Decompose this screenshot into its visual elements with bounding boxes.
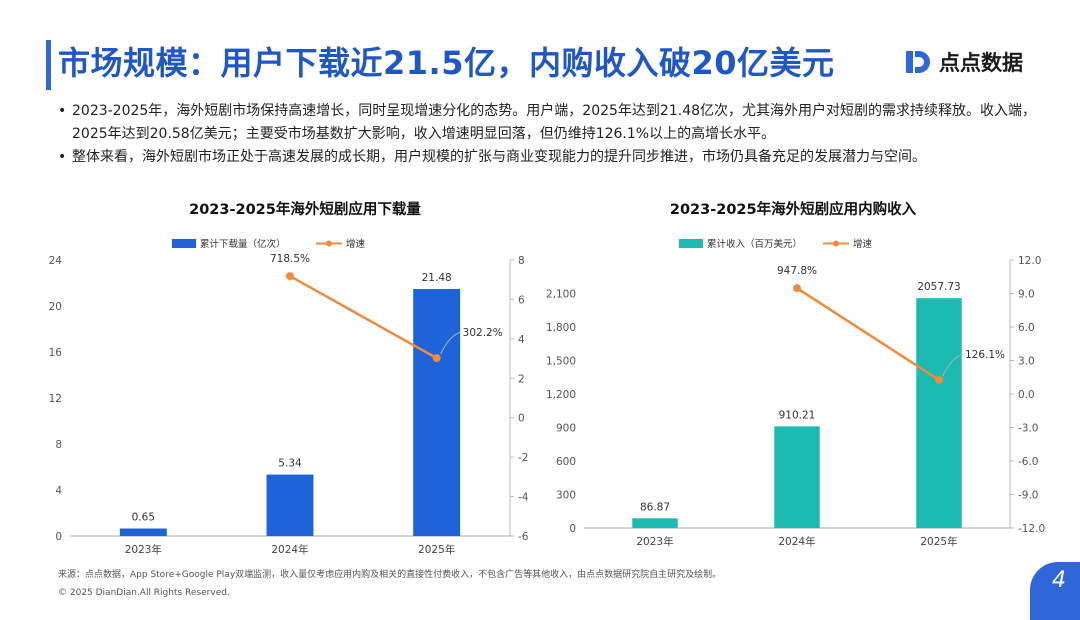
y2-tick-label: -2 xyxy=(518,452,528,464)
y2-tick-label: -3.0 xyxy=(1018,423,1039,435)
chart-title-revenue: 2023-2025年海外短剧应用内购收入 xyxy=(669,202,917,218)
source-note: 来源：点点数据，App Store+Google Play双端监测，收入量仅考虑… xyxy=(58,570,722,580)
y-tick-label: 20 xyxy=(49,301,62,313)
y2-tick-label: -9.0 xyxy=(1018,490,1039,502)
y-tick-label: 12 xyxy=(49,393,62,405)
x-tick-label: 2023年 xyxy=(636,535,673,548)
y-tick-label: 8 xyxy=(55,439,62,451)
y-tick-label: 24 xyxy=(49,255,63,267)
bar xyxy=(266,474,314,536)
copyright: © 2025 DianDian.All Rights Reserved. xyxy=(58,588,230,598)
bar-value-label: 0.65 xyxy=(132,512,155,524)
y2-tick-label: 0.0 xyxy=(1018,389,1035,401)
bar xyxy=(413,288,461,536)
growth-value-label: 947.8% xyxy=(777,265,817,277)
y2-tick-label: -6 xyxy=(518,531,529,543)
y-tick-label: 0 xyxy=(55,531,62,543)
x-tick-label: 2025年 xyxy=(920,535,957,548)
y2-tick-label: -6.0 xyxy=(1018,456,1039,468)
diandian-logo-icon xyxy=(904,47,934,77)
growth-line xyxy=(289,274,438,360)
y2-tick-label: -4 xyxy=(518,492,529,504)
bullet-item: 整体来看，海外短剧市场正处于高速发展的成长期，用户规模的扩张与商业变现能力的提升… xyxy=(58,146,1048,169)
y2-tick-label: 12.0 xyxy=(1018,255,1041,267)
x-tick-label: 2024年 xyxy=(271,543,308,556)
bar xyxy=(632,518,678,528)
bar xyxy=(916,298,962,528)
y2-tick-label: -12.0 xyxy=(1018,523,1045,535)
y-tick-label: 600 xyxy=(556,456,576,468)
growth-point xyxy=(793,284,801,293)
legend-swatch-bar xyxy=(172,239,196,248)
growth-label-leader xyxy=(440,331,461,355)
y2-tick-label: 3.0 xyxy=(1018,356,1035,368)
growth-point xyxy=(935,375,943,384)
x-tick-label: 2023年 xyxy=(125,543,162,556)
legend-label-line: 增速 xyxy=(346,238,366,250)
y2-tick-label: 9.0 xyxy=(1018,289,1035,301)
y-tick-label: 300 xyxy=(556,490,576,502)
bar-value-label: 910.21 xyxy=(779,409,816,421)
bar-value-label: 2057.73 xyxy=(917,281,960,293)
growth-value-label: 718.5% xyxy=(270,253,310,265)
revenue-chart: 累计收入（百万美元） 增速 0 300 600 900 1,200 1,500 1,800 2,1… xyxy=(546,238,1045,548)
growth-value-label: 302.2% xyxy=(463,327,503,339)
bar-value-label: 21.48 xyxy=(422,272,452,284)
y-tick-label: 16 xyxy=(49,347,63,359)
downloads-chart: 累计下载量（亿次） 增速04812162024-6-4-2024680.65202… xyxy=(49,238,529,556)
y-tick-label: 0 xyxy=(569,523,576,535)
title-accent-bar xyxy=(46,40,51,90)
logo-text: 点点数据 xyxy=(939,51,1023,75)
bar-value-label: 86.87 xyxy=(640,501,670,513)
growth-label-leader xyxy=(942,353,964,377)
y-tick-label: 900 xyxy=(556,423,576,435)
x-tick-label: 2025年 xyxy=(418,543,455,556)
legend-label-bar: 累计下载量（亿次） xyxy=(200,238,286,250)
bullet-item: 2023-2025年，海外短剧市场保持高速增长，同时呈现增速分化的态势。用户端，… xyxy=(58,100,1048,146)
legend-marker-line xyxy=(326,240,332,247)
y2-tick-label: 8 xyxy=(518,255,525,267)
y2-tick-label: 4 xyxy=(518,334,525,346)
growth-point xyxy=(286,272,294,281)
x-tick-label: 2024年 xyxy=(778,535,815,548)
y2-tick-label: 6.0 xyxy=(1018,322,1035,334)
y2-tick-label: 2 xyxy=(518,373,525,385)
bar-value-label: 5.34 xyxy=(278,458,302,470)
growth-value-label: 126.1% xyxy=(965,349,1005,361)
legend-label-bar: 累计收入（百万美元） xyxy=(707,238,802,250)
growth-point xyxy=(432,354,441,363)
page-title: 市场规模：用户下载近21.5亿，内购收入破20亿美元 xyxy=(58,44,835,82)
bar xyxy=(119,528,167,536)
logo: 点点数据 xyxy=(904,46,1023,78)
growth-line xyxy=(796,287,940,381)
y-tick-label: 4 xyxy=(55,485,62,497)
y-tick-label: 1,200 xyxy=(546,389,576,401)
legend-swatch-bar xyxy=(679,239,703,248)
bar xyxy=(774,426,820,528)
page-number: 4 xyxy=(1052,568,1066,593)
chart-title-downloads: 2023-2025年海外短剧应用下载量 xyxy=(189,202,421,218)
y2-tick-label: 0 xyxy=(518,413,525,425)
y2-tick-label: 6 xyxy=(518,294,525,306)
legend-label-line: 增速 xyxy=(853,238,873,250)
legend-marker-line xyxy=(833,240,839,247)
y-tick-label: 2,100 xyxy=(546,289,576,301)
y-tick-label: 1,500 xyxy=(546,356,576,368)
y-tick-label: 1,800 xyxy=(546,322,576,334)
summary-bullets: 2023-2025年，海外短剧市场保持高速增长，同时呈现增速分化的态势。用户端，… xyxy=(58,100,1048,169)
